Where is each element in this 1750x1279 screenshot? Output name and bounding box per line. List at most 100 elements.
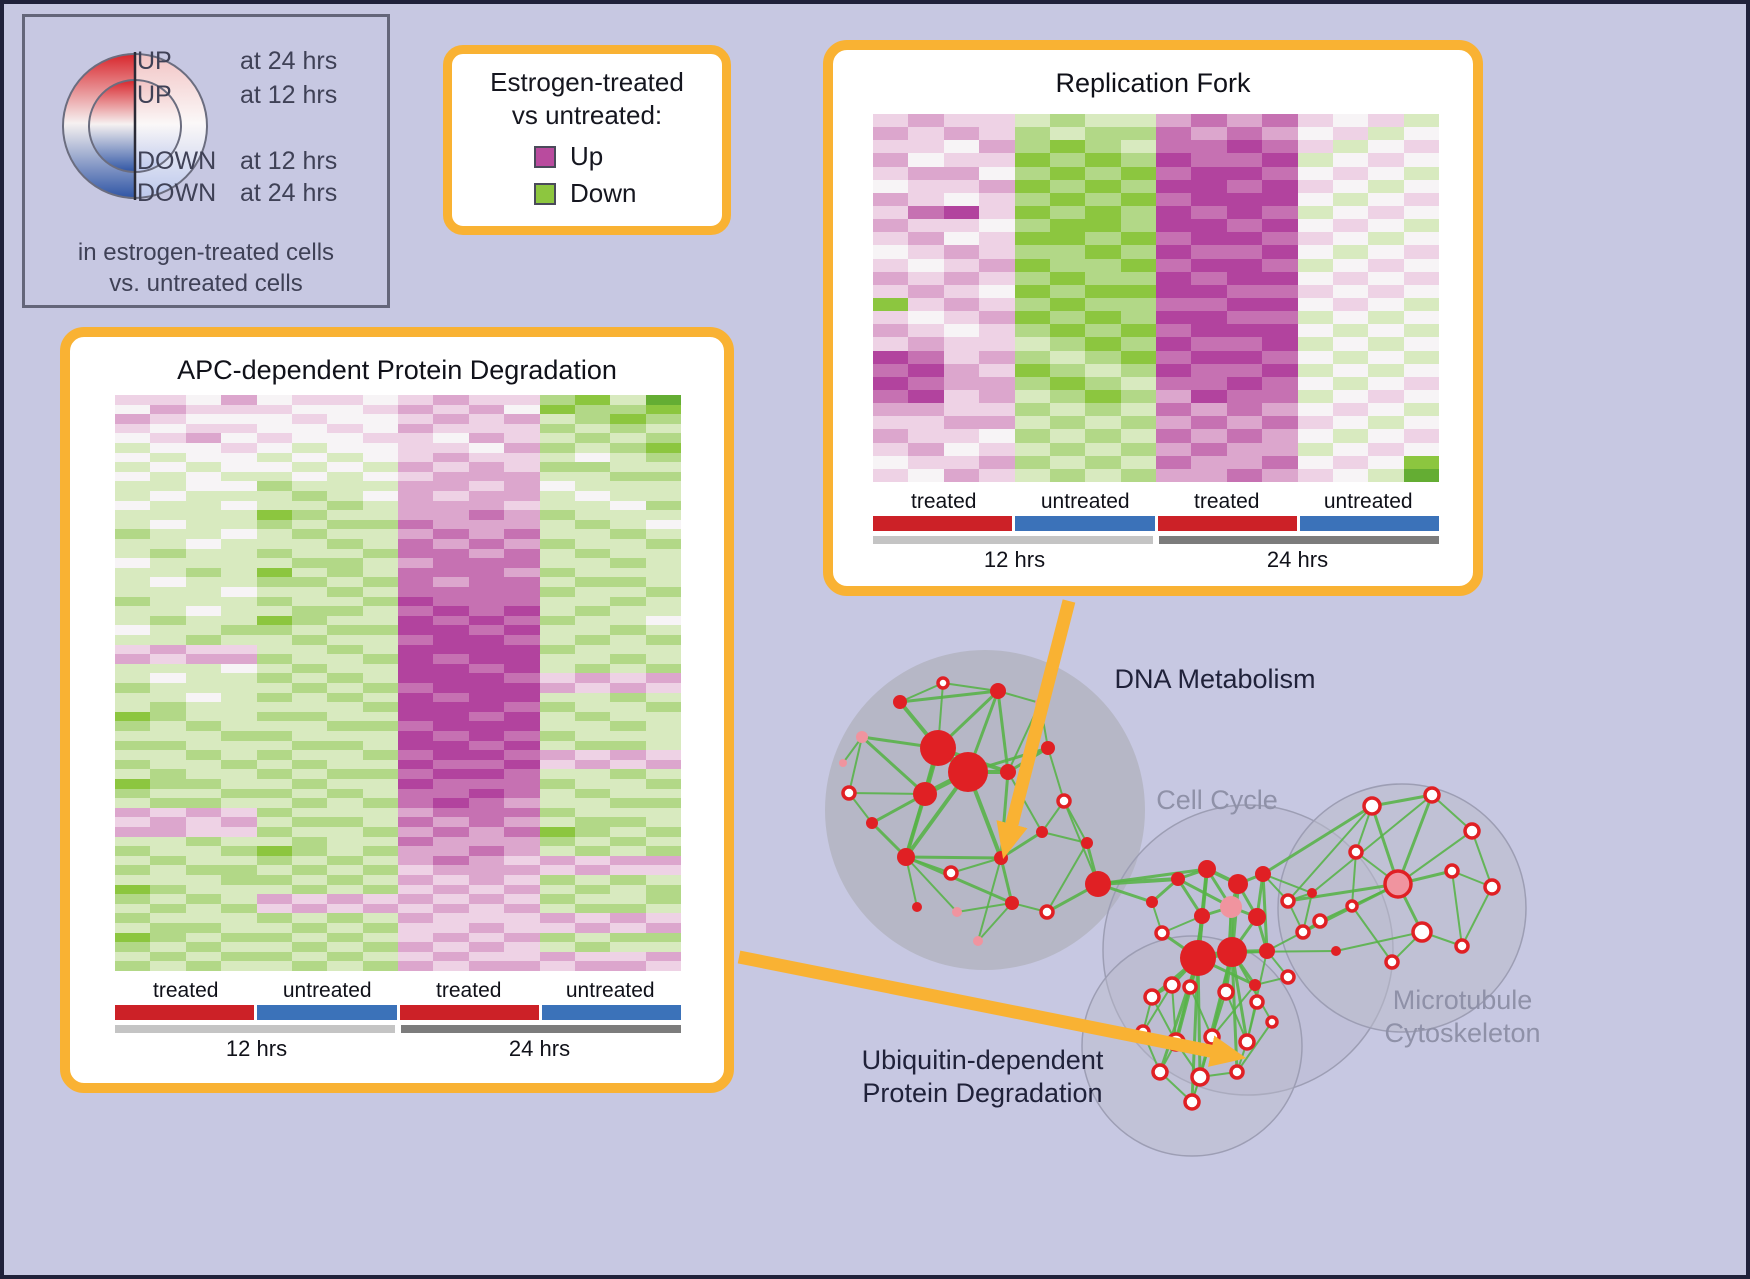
heatmap-cell xyxy=(610,721,646,731)
heatmap-cell xyxy=(1156,298,1192,312)
heatmap-cell xyxy=(433,769,469,779)
heatmap-cell xyxy=(574,827,611,837)
heatmap-cell xyxy=(256,615,292,626)
heatmap-cell xyxy=(150,452,186,463)
heatmap-cell xyxy=(1297,363,1333,377)
heatmap-cell xyxy=(433,827,469,837)
gene-node xyxy=(897,848,915,866)
heatmap-cell xyxy=(1049,192,1086,206)
heatmap-cell xyxy=(185,846,222,856)
heatmap-cell xyxy=(115,702,151,712)
heatmap-cell xyxy=(398,481,434,491)
heatmap-cell xyxy=(1049,442,1086,456)
heatmap-cell xyxy=(1368,403,1404,417)
heatmap-cell xyxy=(1049,350,1086,364)
heatmap-cell xyxy=(115,692,151,703)
heatmap-cell xyxy=(398,452,434,463)
network-edge xyxy=(1205,868,1233,908)
heatmap-cell xyxy=(1297,429,1333,443)
heatmap-cell xyxy=(327,711,363,722)
heatmap-cell xyxy=(1014,219,1050,233)
heatmap-cell xyxy=(433,923,469,933)
network-edge xyxy=(977,857,1002,942)
heatmap-cell xyxy=(256,731,292,741)
network-edge xyxy=(956,902,1013,913)
heatmap-cell xyxy=(327,567,363,578)
heatmap-cell xyxy=(327,462,363,472)
heatmap-cell xyxy=(291,452,328,463)
heatmap-cell xyxy=(1191,429,1227,443)
heatmap-cell xyxy=(610,644,646,655)
heatmap-cell xyxy=(1014,284,1050,298)
heatmap-cell xyxy=(1226,363,1263,377)
heatmap-cell xyxy=(504,644,540,655)
heatmap-cell xyxy=(1368,140,1404,154)
heatmap-cell xyxy=(645,951,681,962)
heatmap-cell xyxy=(185,500,222,511)
heatmap-cell xyxy=(539,471,575,482)
heatmap-cell xyxy=(574,423,611,434)
gene-node xyxy=(1229,1064,1245,1080)
heatmap-cell xyxy=(185,740,222,751)
heatmap-cell xyxy=(398,807,434,818)
heatmap-cell xyxy=(1262,403,1298,417)
network-edge xyxy=(1391,931,1423,963)
heatmap-cell xyxy=(979,258,1015,272)
heatmap-cell xyxy=(468,404,505,415)
heatmap-cell xyxy=(291,942,328,952)
heatmap-cell xyxy=(150,923,186,933)
heatmap-cell xyxy=(1191,127,1227,141)
heatmap-cell xyxy=(185,404,222,415)
heatmap-cell xyxy=(256,961,292,971)
network-edge xyxy=(1189,915,1203,988)
heatmap-cell xyxy=(610,519,646,530)
heatmap-cell xyxy=(115,471,151,482)
heatmap-cell xyxy=(221,567,257,578)
heatmap-cell xyxy=(645,683,681,693)
heatmap-cell xyxy=(221,395,257,405)
network-edge xyxy=(936,689,1000,750)
heatmap-cell xyxy=(1156,114,1192,128)
heatmap-cell xyxy=(574,846,611,856)
network-edge xyxy=(1355,851,1399,885)
heatmap-cell xyxy=(574,462,611,472)
network-edge xyxy=(1351,883,1399,907)
heatmap-cell xyxy=(433,807,469,818)
heatmap-cell xyxy=(291,923,328,933)
heatmap-cell xyxy=(1297,337,1333,351)
heatmap-cell xyxy=(943,206,980,220)
heatmap-cell xyxy=(398,548,434,559)
heatmap-cell xyxy=(327,759,363,770)
heatmap-cell xyxy=(221,750,257,760)
heatmap-cell xyxy=(1049,416,1086,430)
heatmap-cell xyxy=(115,663,151,674)
heatmap-cell xyxy=(504,414,540,424)
network-edge xyxy=(1199,1071,1238,1078)
heatmap-cell xyxy=(398,836,434,847)
gene-node xyxy=(1180,940,1216,976)
heatmap-cell xyxy=(1403,403,1439,417)
heatmap-cell xyxy=(574,903,611,914)
heatmap-cell xyxy=(291,846,328,856)
network-edge xyxy=(904,793,927,858)
heatmap-cell xyxy=(1297,416,1333,430)
heatmap-cell xyxy=(433,625,469,635)
heatmap-cell xyxy=(1014,337,1050,351)
heatmap-cell xyxy=(362,923,398,933)
heatmap-cell xyxy=(221,452,257,463)
heatmap-cell xyxy=(645,395,681,405)
network-edge xyxy=(1199,1036,1213,1078)
heatmap-cell xyxy=(574,529,611,539)
heatmap-cell xyxy=(1332,140,1369,154)
heatmap-cell xyxy=(1120,311,1156,325)
heatmap-cell xyxy=(873,114,909,128)
network-edge xyxy=(966,771,1003,859)
heatmap-cell xyxy=(1014,429,1050,443)
heatmap-cell xyxy=(362,635,398,645)
heatmap-cell xyxy=(150,692,186,703)
heatmap-cell xyxy=(327,481,363,491)
heatmap-cell xyxy=(327,702,363,712)
heatmap-cell xyxy=(150,395,186,405)
heatmap-cell xyxy=(504,491,540,501)
heatmap-cell xyxy=(221,827,257,837)
